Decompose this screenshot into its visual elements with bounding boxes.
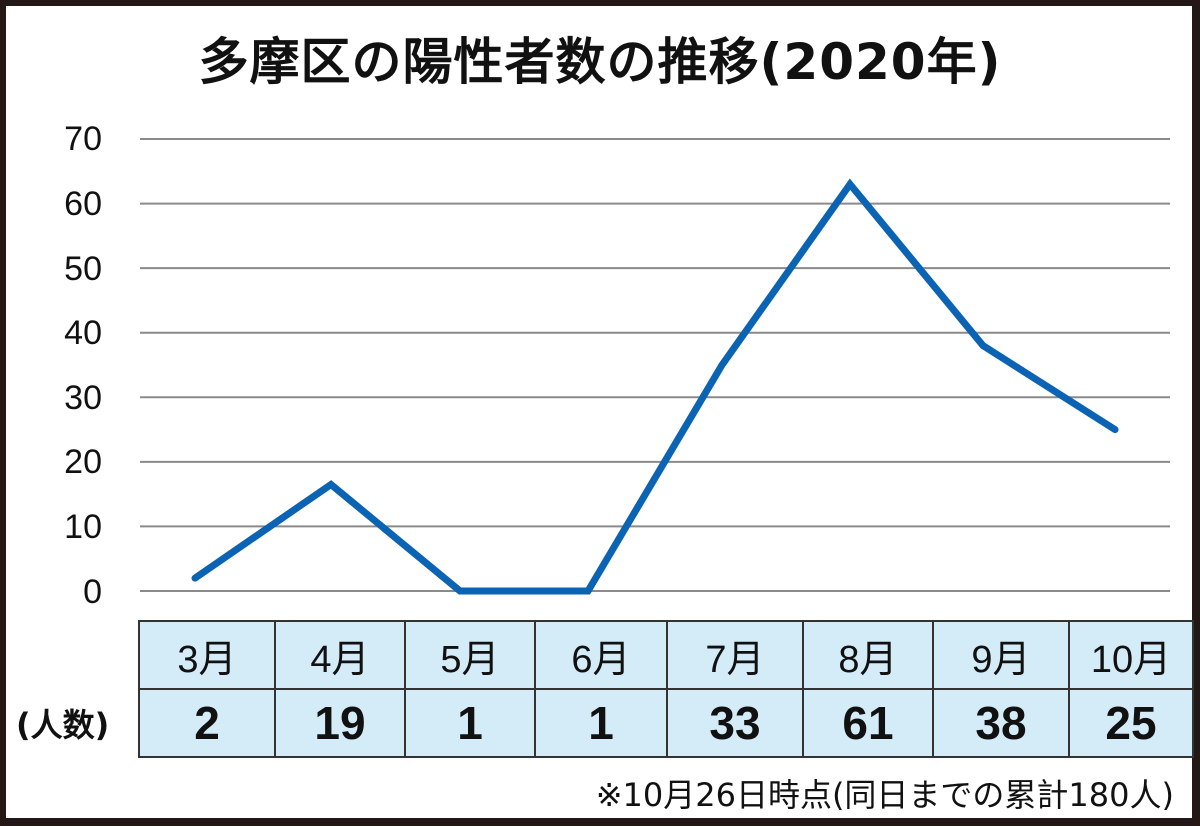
y-tick-30: 30 — [64, 379, 102, 417]
chart-title: 多摩区の陽性者数の推移(2020年) — [198, 33, 1002, 91]
y-tick-50: 50 — [64, 250, 102, 288]
footnote: ※10月26日時点(同日までの累計180人) — [595, 776, 1174, 814]
month-cell: 6月 — [534, 620, 668, 690]
y-tick-0: 0 — [83, 573, 102, 611]
month-cell: 3月 — [138, 620, 276, 690]
months-row: 3月 4月 5月 6月 7月 8月 9月 10月 — [138, 620, 1194, 690]
month-cell: 8月 — [802, 620, 934, 690]
y-tick-10: 10 — [64, 508, 102, 546]
y-tick-60: 60 — [64, 185, 102, 223]
month-cell: 5月 — [404, 620, 536, 690]
value-cell: 38 — [932, 688, 1070, 758]
month-cell: 9月 — [932, 620, 1070, 690]
value-cell: 19 — [274, 688, 406, 758]
values-row: 2 19 1 1 33 61 38 25 — [138, 688, 1194, 758]
value-cell: 2 — [138, 688, 276, 758]
y-tick-40: 40 — [64, 314, 102, 352]
row-label: (人数) — [16, 706, 110, 744]
value-cell: 33 — [666, 688, 804, 758]
series-line — [191, 178, 1119, 595]
gridlines — [140, 138, 1170, 592]
month-cell: 7月 — [666, 620, 804, 690]
data-table: 3月 4月 5月 6月 7月 8月 9月 10月 2 19 1 1 33 61 38 25 — [138, 620, 1194, 758]
month-cell: 4月 — [274, 620, 406, 690]
value-cell: 61 — [802, 688, 934, 758]
y-tick-20: 20 — [64, 443, 102, 481]
month-cell: 10月 — [1068, 620, 1194, 690]
value-cell: 1 — [404, 688, 536, 758]
y-tick-70: 70 — [64, 120, 102, 158]
value-cell: 25 — [1068, 688, 1194, 758]
value-cell: 1 — [534, 688, 668, 758]
